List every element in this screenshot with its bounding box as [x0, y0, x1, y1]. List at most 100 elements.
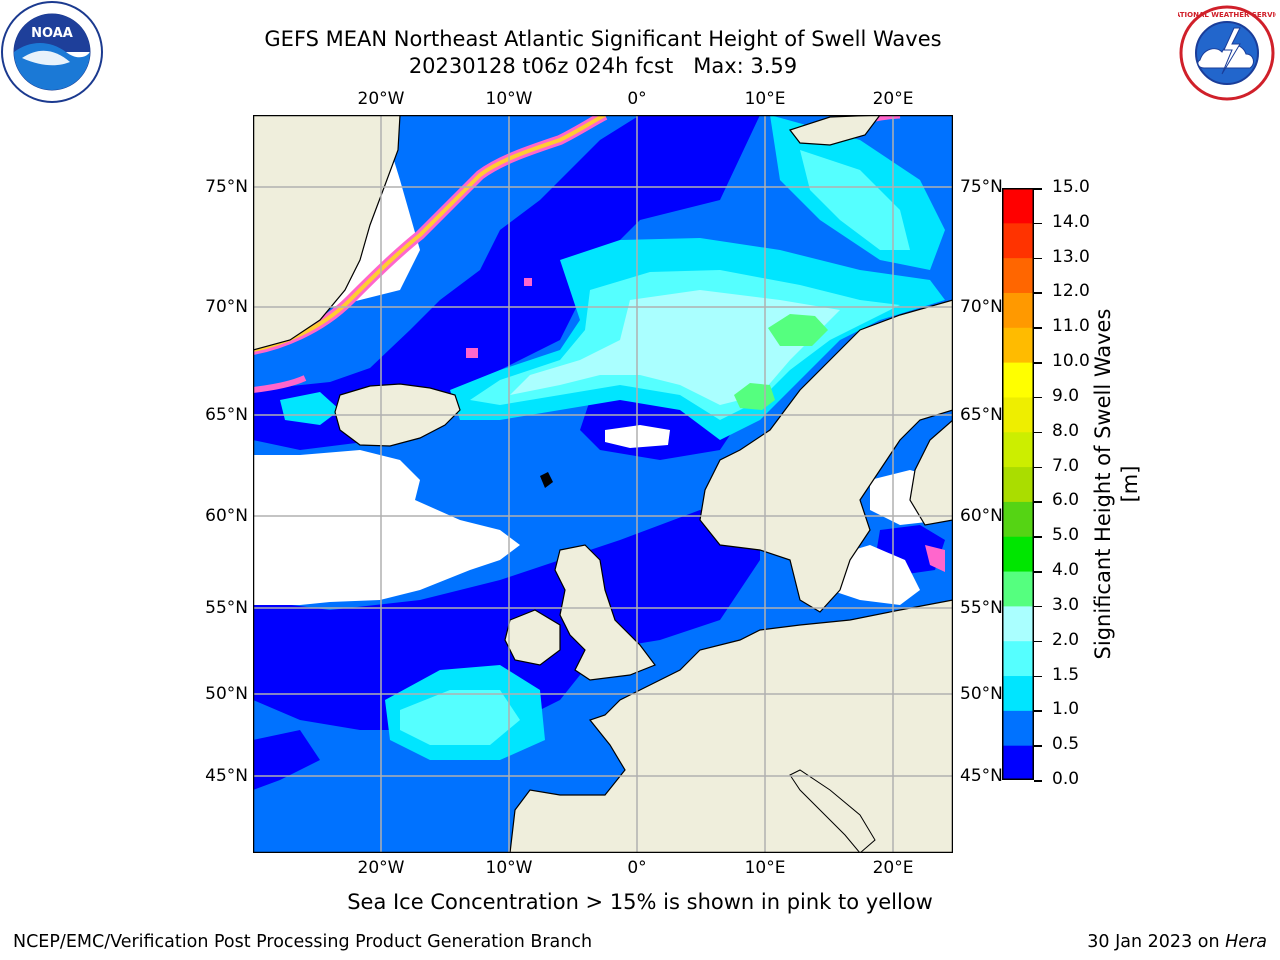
- colorbar-tick-mark: [1034, 745, 1042, 747]
- colorbar-bin: [1002, 640, 1034, 677]
- nws-logo: NATIONAL WEATHER SERVICE: [1169, 4, 1280, 102]
- generation-date: 30 Jan 2023 on Hera: [1087, 932, 1267, 952]
- map-title: GEFS MEAN Northeast Atlantic Significant…: [264, 27, 942, 51]
- lon-tick-bottom: 20°W: [357, 858, 405, 878]
- lat-tick-right: 50°N: [960, 684, 1003, 704]
- colorbar-bin: [1002, 536, 1034, 572]
- colorbar-tick-mark: [1034, 501, 1042, 503]
- colorbar-tick-mark: [1034, 257, 1042, 260]
- lat-tick-left: 75°N: [205, 177, 248, 197]
- colorbar-frame: [1002, 188, 1034, 780]
- swell-height-map: [252, 114, 954, 854]
- colorbar-tick-mark: [1034, 362, 1042, 364]
- colorbar-bin: [1002, 292, 1034, 328]
- colorbar-bin: [1002, 362, 1034, 398]
- colorbar-bin: [1002, 188, 1034, 224]
- colorbar-tick: 5.0: [1052, 525, 1080, 546]
- colorbar-tick: 4.0: [1052, 560, 1080, 581]
- lon-tick-bottom: 20°E: [872, 858, 914, 878]
- colorbar-tick-mark: [1034, 292, 1042, 294]
- colorbar-tick: 14.0: [1052, 211, 1090, 232]
- lat-tick-left: 55°N: [205, 598, 248, 618]
- sea-ice-patch: [466, 348, 478, 358]
- land-svalbard: [789, 115, 881, 146]
- colorbar-tick-mark: [1034, 675, 1042, 678]
- lon-tick-top: 20°W: [357, 89, 405, 109]
- colorbar-tick-mark: [1034, 327, 1042, 329]
- colorbar-bin: [1002, 257, 1034, 293]
- colorbar-tick: 9.0: [1052, 385, 1080, 406]
- colorbar-tick-mark: [1034, 710, 1042, 712]
- lon-tick-top: 10°W: [485, 89, 533, 109]
- land-great-britain: [554, 544, 656, 681]
- swell-zone-1.5-2m: [800, 150, 910, 250]
- land-finland: [909, 419, 953, 526]
- colorbar-bin: [1002, 571, 1034, 607]
- land-continental-europe: [509, 599, 953, 853]
- sea-ice-patch: [524, 278, 532, 286]
- colorbar-tick: 0.5: [1052, 734, 1080, 755]
- colorbar-bin: [1002, 222, 1034, 259]
- colorbar-bin: [1002, 710, 1034, 746]
- colorbar-tick-mark: [1034, 466, 1042, 469]
- host-name: Hera: [1225, 932, 1267, 952]
- swell-zone-low: [253, 500, 760, 730]
- colorbar-bin: [1002, 327, 1034, 363]
- graticule: [253, 115, 953, 853]
- noaa-logo: NOAA: [0, 0, 104, 104]
- lon-tick-bottom: 10°E: [744, 858, 786, 878]
- swell-zone-1-1.5m: [280, 392, 340, 425]
- colorbar-tick-mark: [1034, 431, 1042, 434]
- colorbar-tick: 8.0: [1052, 420, 1080, 441]
- swell-zone-2-3m: [510, 290, 840, 405]
- swell-zone-low: [253, 730, 320, 790]
- lat-tick-right: 70°N: [960, 297, 1003, 317]
- colorbar-tick: 6.0: [1052, 490, 1080, 511]
- colorbar-tick-mark: [1034, 536, 1042, 538]
- colorbar-tick-mark: [1034, 396, 1042, 399]
- colorbar-tick: 0.0: [1052, 769, 1080, 789]
- colorbar-tick-mark: [1034, 605, 1042, 608]
- lat-tick-left: 60°N: [205, 506, 248, 526]
- colorbar-tick-mark: [1034, 188, 1042, 190]
- colorbar-tick-mark: [1034, 222, 1042, 225]
- swell-zone-3-4m: [768, 314, 828, 346]
- lat-tick-right: 65°N: [960, 405, 1003, 425]
- colorbar-tick: 12.0: [1052, 281, 1090, 302]
- colorbar-tick-mark: [1034, 780, 1042, 782]
- colorbar-tick: 15.0: [1052, 177, 1090, 197]
- colorbar-label: Significant Height of Swell Waves [m]: [1091, 308, 1142, 660]
- lat-tick-right: 45°N: [960, 766, 1003, 786]
- sea-ice-note: Sea Ice Concentration > 15% is shown in …: [347, 890, 933, 914]
- lat-tick-left: 65°N: [205, 405, 248, 425]
- colorbar-bin: [1002, 745, 1034, 781]
- swell-zone-low: [253, 115, 760, 450]
- lon-tick-bottom: 0°: [627, 858, 647, 878]
- colorbar-tick: 13.0: [1052, 246, 1090, 267]
- sea-ice-patch: [925, 545, 945, 572]
- colorbar-tick: 1.0: [1052, 699, 1080, 720]
- colorbar-tick-mark: [1034, 571, 1042, 573]
- map-panel: [252, 114, 954, 854]
- land-greenland: [253, 115, 401, 351]
- colorbar-tick: 10.0: [1052, 351, 1090, 372]
- colorbar-bin: [1002, 675, 1034, 711]
- colorbar-tick: 11.0: [1052, 316, 1090, 337]
- colorbar-tick: 7.0: [1052, 455, 1080, 476]
- nws-ring-text: NATIONAL WEATHER SERVICE: [1178, 11, 1276, 19]
- forecast-subtitle: 20230128 t06z 024h fcst Max: 3.59: [408, 54, 798, 78]
- land-faroe: [540, 472, 553, 488]
- colorbar-tick: 1.5: [1052, 664, 1080, 685]
- swell-zone-1.5-2m: [400, 690, 520, 745]
- colorbar-bin: [1002, 431, 1034, 468]
- colorbar-swatches: [1002, 188, 1034, 781]
- lon-tick-bottom: 10°W: [485, 858, 533, 878]
- lon-tick-top: 0°: [627, 89, 647, 109]
- lat-tick-left: 45°N: [205, 766, 248, 786]
- lon-tick-top: 10°E: [744, 89, 786, 109]
- colorbar-bin: [1002, 466, 1034, 502]
- lat-tick-right: 55°N: [960, 598, 1003, 618]
- map-frame: [252, 114, 954, 854]
- org-credit: NCEP/EMC/Verification Post Processing Pr…: [13, 932, 593, 952]
- no-data-area: [253, 450, 520, 605]
